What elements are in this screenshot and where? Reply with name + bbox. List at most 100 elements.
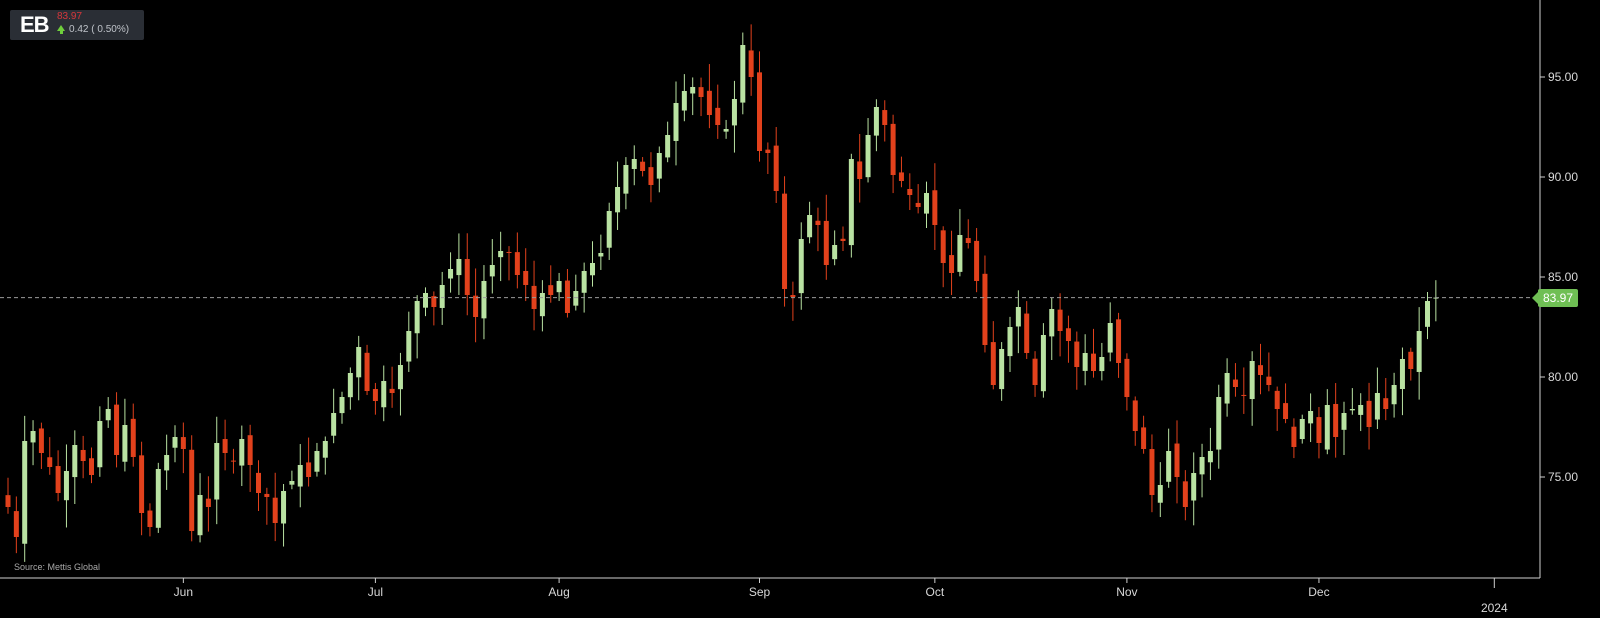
candle-body (782, 193, 788, 289)
candle-body (448, 269, 454, 279)
candle-body (272, 497, 278, 523)
candle-body (1399, 359, 1405, 390)
candle-body (731, 99, 737, 126)
candle-body (882, 110, 888, 125)
candle-body (38, 428, 44, 453)
candle-body (5, 495, 11, 507)
candle-body (1174, 443, 1180, 477)
candle-body (940, 230, 946, 263)
candle-body (898, 172, 904, 181)
candle-body (239, 439, 245, 466)
candle-body (114, 404, 120, 455)
candle-body (924, 193, 929, 214)
candle-body (464, 259, 470, 295)
candle-body (1383, 398, 1389, 409)
candle-body (97, 421, 103, 468)
candle-body (1249, 361, 1255, 400)
candle-body (1149, 449, 1155, 495)
candle-body (180, 437, 186, 449)
candle-body (798, 239, 804, 294)
candle-body (1191, 473, 1197, 501)
candle-body (406, 331, 412, 362)
candle-body (865, 135, 871, 178)
candle-body (523, 270, 529, 285)
candle-body (214, 443, 220, 500)
candle-body (164, 455, 170, 471)
candle-body (757, 72, 762, 151)
candle-body (740, 45, 746, 103)
candle-body (1274, 390, 1280, 409)
candle-body (1057, 309, 1063, 331)
candle-body (1341, 413, 1347, 430)
candle-body (372, 389, 378, 401)
candle-body (957, 235, 963, 272)
source-caption: Source: Mettis Global (14, 562, 101, 572)
candle-body (790, 295, 796, 297)
candle-body (556, 281, 562, 293)
candle-body (506, 251, 512, 253)
candle-body (715, 107, 721, 125)
candle-body (1299, 419, 1305, 440)
symbol-ticker: EB (20, 12, 50, 37)
candle-body (807, 215, 813, 238)
candle-body (30, 431, 36, 443)
candle-body (982, 273, 988, 345)
candle-body (22, 441, 28, 544)
candle-body (723, 129, 729, 132)
candle-body (648, 167, 654, 185)
y-tick-label: 85.00 (1548, 270, 1578, 284)
candle-body (389, 388, 395, 393)
candle-body (481, 281, 487, 319)
arrow-up-icon (57, 25, 65, 31)
candle-body (690, 87, 696, 94)
candle-body (105, 409, 111, 421)
candle-body (1416, 331, 1422, 372)
price-change-text: 0.42 ( 0.50%) (69, 24, 130, 35)
x-tick-label: Oct (926, 585, 945, 599)
candle-body (1349, 409, 1355, 411)
candle-body (1132, 400, 1138, 431)
candle-body (139, 455, 145, 513)
candle-body (1116, 319, 1122, 363)
candle-body (1032, 358, 1038, 385)
candle-body (230, 460, 236, 462)
candle-body (598, 253, 604, 257)
y-axis: 75.00 80.00 85.00 90.00 95.00 (1540, 70, 1578, 484)
candle-body (656, 153, 662, 179)
candle-body (1024, 313, 1030, 353)
x-tick-label: 2024 (1481, 601, 1508, 615)
candle-body (205, 498, 211, 507)
candle-body (1266, 376, 1272, 385)
candle-body (431, 296, 437, 307)
candle-body (297, 465, 303, 487)
candle-body (322, 441, 328, 458)
candle-body (314, 451, 320, 472)
candle-body (1258, 365, 1263, 375)
candle-body (356, 347, 362, 378)
candle-body (197, 495, 203, 536)
candle-body (364, 352, 370, 391)
candle-body (1241, 394, 1247, 396)
candle-body (489, 265, 495, 277)
candle-body (1232, 379, 1238, 387)
x-tick-label: Jun (174, 585, 193, 599)
candle-body (623, 165, 629, 194)
candle-body (573, 291, 579, 306)
candle-body (857, 161, 863, 179)
candle-body (473, 295, 479, 317)
candle-body (247, 435, 253, 465)
candle-body (673, 103, 679, 141)
candle-body (1040, 335, 1046, 392)
candle-body (1099, 357, 1105, 372)
candle-body (748, 50, 754, 77)
candle-body (1182, 481, 1188, 507)
candle-body (347, 373, 353, 398)
candle-body (1324, 405, 1330, 450)
candle-body (1141, 427, 1147, 449)
candle-body (698, 87, 704, 97)
candle-body (498, 251, 504, 258)
candle-body (1374, 393, 1380, 420)
candle-body (1199, 457, 1205, 475)
candle-body (147, 510, 153, 527)
